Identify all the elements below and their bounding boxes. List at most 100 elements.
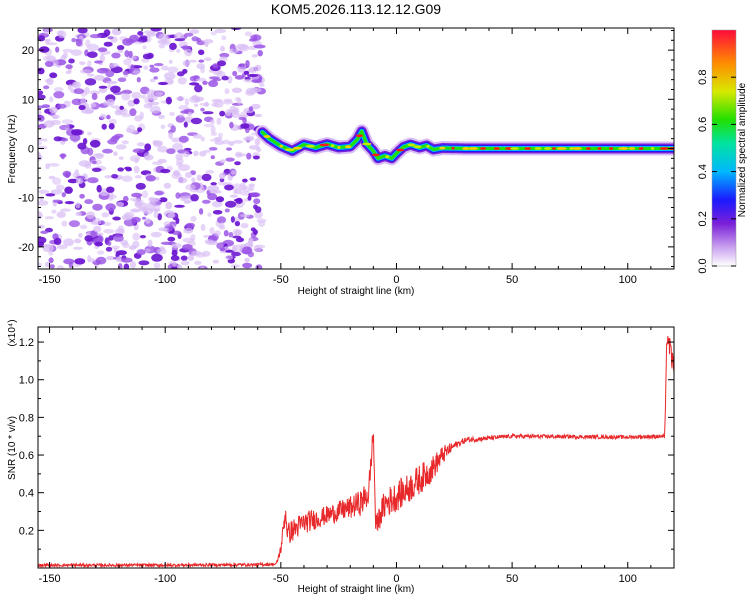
spectrogram-noise-cell	[155, 140, 164, 146]
spectrogram-noise-cell	[47, 163, 60, 167]
spectrogram-noise-cell	[145, 218, 151, 224]
spectrogram-noise-cell	[132, 70, 141, 74]
spectrogram-noise-cell	[122, 242, 130, 249]
spectrogram-peak	[462, 147, 470, 150]
spectrogram-noise-cell	[185, 184, 196, 191]
spectrogram-noise-cell	[149, 64, 155, 68]
spectrogram-noise-cell	[238, 44, 250, 52]
spectrogram-noise-cell	[98, 85, 108, 89]
spectrogram-noise-cell	[184, 200, 190, 205]
spectrogram-noise-cell	[158, 114, 165, 120]
spectrogram-noise-cell	[64, 186, 73, 194]
spectrogram-peak	[345, 145, 352, 149]
spectrogram-noise-cell	[253, 245, 262, 252]
spectrogram-noise-cell	[38, 90, 44, 95]
colorbar-tick-label: 0.8	[697, 70, 709, 85]
spectrogram-noise-cell	[244, 31, 252, 37]
spectrogram-peak	[279, 144, 283, 148]
spectrogram-noise-cell	[207, 193, 218, 201]
spectrogram-noise-cell	[79, 69, 92, 74]
spectrogram-noise-cell	[149, 105, 161, 114]
spectrogram-noise-cell	[105, 70, 115, 78]
spectrogram-noise-cell	[143, 152, 151, 160]
spectrogram-noise-cell	[106, 80, 118, 85]
spectrogram-noise-cell	[108, 235, 114, 241]
spectrogram-noise-cell	[159, 197, 168, 203]
spectrogram-noise-cell	[51, 209, 57, 214]
spectrogram-peak	[396, 148, 405, 152]
snr-y-tick-label: 0.8	[19, 412, 34, 424]
spectrogram-noise-cell	[158, 227, 169, 232]
snr-x-tick-label: 100	[619, 573, 637, 585]
spectrogram-noise-cell	[85, 39, 91, 48]
spectrogram-noise-cell	[242, 178, 248, 183]
snr-y-tick-label: 0.2	[19, 525, 34, 537]
spectrogram-noise-cell	[225, 157, 235, 162]
spectrogram-noise-cell	[225, 109, 232, 117]
spectrogram-noise-cell	[104, 175, 112, 179]
spectrogram-noise-cell	[208, 80, 219, 88]
spectrogram-noise-cell	[57, 30, 67, 39]
spectrogram-noise-cell	[248, 106, 253, 112]
spectrogram-noise-cell	[187, 112, 193, 117]
spectrogram-noise-cell	[209, 227, 215, 235]
spectrogram-noise-cell	[46, 77, 54, 86]
spectrogram-noise-cell	[39, 196, 44, 202]
colorbar-tick-label: 0.4	[697, 164, 709, 179]
spectrogram-noise-cell	[95, 256, 107, 265]
spectrogram-peak	[468, 147, 479, 150]
spectrogram-noise-cell	[101, 212, 110, 218]
spectrogram-noise-cell	[211, 102, 219, 107]
spectrogram-noise-cell	[172, 143, 184, 151]
spectrogram-noise-cell	[87, 177, 99, 184]
spectrogram-noise-cell	[231, 251, 241, 257]
snr-x-axis-label: Height of straight line (km)	[298, 584, 415, 595]
spectrogram-noise-cell	[87, 147, 94, 156]
spectrogram-noise-cell	[240, 222, 249, 229]
spectrogram-noise-cell	[121, 93, 131, 101]
spectrogram-noise-cell	[215, 196, 225, 203]
spectrogram-noise-cell	[201, 173, 212, 182]
spectrogram-noise-cell	[117, 225, 125, 234]
spectrogram-noise-cell	[111, 52, 121, 59]
spectrogram-noise-cell	[216, 71, 226, 78]
spectrogram-noise-cell	[167, 66, 179, 73]
spectrogram-noise-cell	[242, 262, 253, 269]
spectrogram-noise-cell	[113, 234, 124, 242]
spectrogram-noise-cell	[138, 260, 150, 266]
spectrogram-noise-cell	[174, 32, 185, 40]
spectrogram-noise-cell	[147, 239, 153, 248]
spectrogram-noise-cell	[106, 114, 111, 120]
spectrogram-noise-cell	[224, 88, 230, 95]
spectrogram-noise-cell	[157, 145, 168, 153]
spectrogram-noise-cell	[257, 50, 263, 57]
spectrogram-noise-cell	[49, 264, 55, 269]
spectrogram-noise-cell	[97, 250, 105, 255]
spectrogram-noise-cell	[119, 105, 124, 110]
spectrogram-noise-cell	[223, 100, 233, 105]
spectrogram-noise-cell	[191, 177, 196, 183]
spectrogram-noise-cell	[194, 103, 199, 108]
spectrogram-noise-cell	[235, 204, 244, 209]
spectrogram-noise-cell	[180, 110, 190, 114]
spectrogram-noise-cell	[55, 184, 65, 191]
spectrogram-noise-cell	[200, 107, 205, 112]
spectrogram-noise-cell	[244, 257, 250, 263]
spectrogram-noise-cell	[60, 153, 65, 160]
spectrogram-noise-cell	[248, 183, 256, 187]
spectrogram-noise-cell	[44, 60, 54, 67]
spectrogram-noise-cell	[132, 148, 145, 153]
spectrogram-noise-cell	[121, 89, 133, 95]
spectrogram-noise-cell	[111, 135, 121, 140]
spectrogram-noise-cell	[246, 152, 252, 160]
spectrogram-noise-cell	[140, 94, 147, 99]
spectrogram-noise-cell	[71, 37, 77, 43]
spectrogram-noise-cell	[79, 61, 86, 65]
spectrogram-noise-cell	[166, 148, 176, 155]
spectrogram-peak	[586, 147, 591, 150]
spectrogram-noise-cell	[210, 125, 216, 134]
spectrogram-noise-cell	[196, 174, 203, 181]
spectrogram-noise-cell	[165, 201, 173, 210]
